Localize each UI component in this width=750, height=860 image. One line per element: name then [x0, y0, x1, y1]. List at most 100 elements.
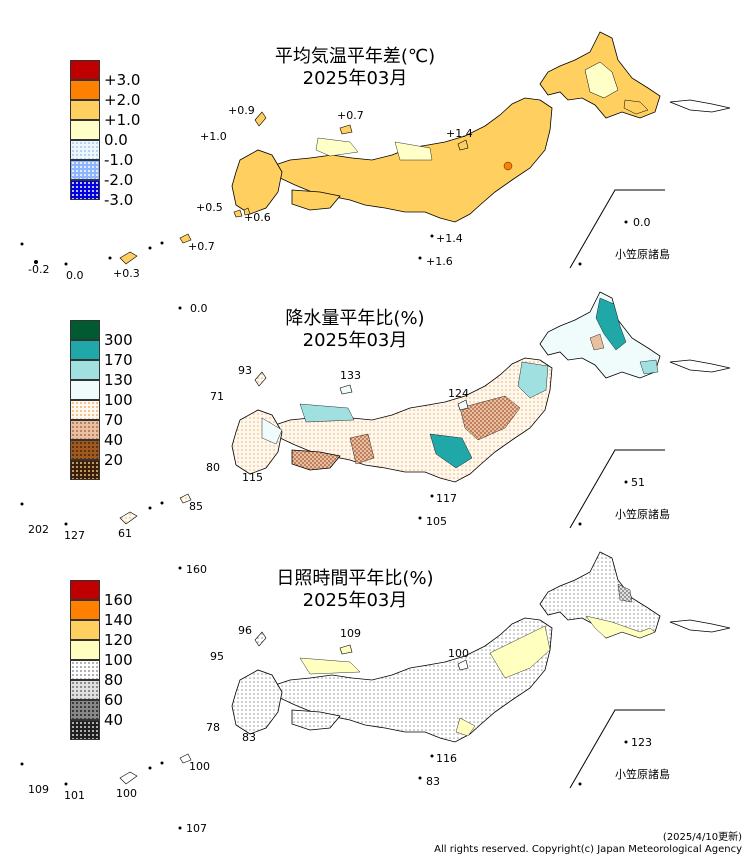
legend-label: 20	[104, 451, 124, 469]
value-okinawa: +0.3	[113, 267, 140, 280]
legend-label: 80	[104, 671, 124, 689]
value-choshi: 124	[448, 387, 469, 400]
title-line-2: 2025年03月	[302, 330, 408, 351]
legend-swatch	[70, 180, 100, 200]
legend-label: 140	[104, 611, 133, 629]
value-miyake: +1.6	[426, 255, 453, 268]
value-amami: 85	[189, 500, 203, 513]
legend-label: -1.0	[104, 151, 134, 169]
legend-swatch	[70, 440, 100, 460]
footer: (2025/4/10更新) All rights reserved. Copyr…	[434, 832, 742, 856]
value-choshi: 100	[448, 647, 469, 660]
legend-label: 160	[104, 591, 133, 609]
value-hachijo: 116	[436, 752, 457, 765]
legend-label: 300	[104, 331, 133, 349]
ogasawara-label: 小笠原諸島	[615, 768, 670, 781]
title-line-1: 平均気温平年差(℃)	[274, 46, 436, 67]
value-ishigaki: 0.0	[66, 269, 84, 282]
value-oki: +1.0	[200, 130, 227, 143]
legend-swatch	[70, 380, 100, 400]
legend-swatch	[70, 120, 100, 140]
ogasawara-label: 小笠原諸島	[615, 248, 670, 261]
value-chichijima: 51	[631, 476, 645, 489]
japan-map-precipitation	[20, 291, 731, 570]
sunshine-panel: 160 140 120 100 80 60 40 日照時間平年比(%) 2025…	[0, 528, 750, 834]
shikoku-region	[291, 709, 341, 731]
value-yonaguni: -0.2	[28, 263, 50, 276]
value-tsushima: 80	[206, 461, 220, 474]
legend-label: 170	[104, 351, 133, 369]
value-chichijima: 0.0	[633, 216, 651, 229]
value-okinawa: 100	[116, 787, 137, 800]
value-ishigaki: 127	[64, 529, 85, 542]
legend-label: -2.0	[104, 171, 134, 189]
temperature-title: 平均気温平年差(℃) 2025年03月	[245, 46, 465, 90]
legend-swatch	[70, 720, 100, 740]
value-tsushima: +0.5	[196, 201, 223, 214]
value-minamidaito: 0.0	[190, 302, 208, 315]
kyushu-region	[231, 669, 283, 735]
temperature-panel: +3.0 +2.0 +1.0 0.0 -1.0 -2.0 -3.0 平均気温平年…	[0, 0, 750, 314]
honshu-region	[274, 617, 553, 743]
value-daito: 107	[186, 822, 207, 835]
value-noto: 133	[340, 369, 361, 382]
value-choshi: +1.4	[446, 127, 473, 140]
ogasawara-label: 小笠原諸島	[615, 508, 670, 521]
legend-label: 70	[104, 411, 124, 429]
legend-label: 120	[104, 631, 133, 649]
value-amami: 100	[189, 760, 210, 773]
value-ishigaki: 101	[64, 789, 85, 802]
shikoku-region	[291, 449, 341, 471]
value-chichijima: 123	[631, 736, 652, 749]
value-goto: 83	[242, 731, 256, 744]
legend-swatch	[70, 80, 100, 100]
legend-swatch	[70, 700, 100, 720]
value-amami: +0.7	[188, 240, 215, 253]
legend-swatch	[70, 580, 100, 600]
kyushu-region	[231, 149, 283, 215]
value-yonaguni: 109	[28, 783, 49, 796]
legend-swatch	[70, 160, 100, 180]
sunshine-title: 日照時間平年比(%) 2025年03月	[245, 568, 465, 612]
legend-swatch	[70, 340, 100, 360]
value-yonaguni: 202	[28, 523, 49, 536]
value-hachijo: 117	[436, 492, 457, 505]
value-goto: 115	[242, 471, 263, 484]
legend-label: 100	[104, 391, 133, 409]
value-oki: 71	[210, 390, 224, 403]
value-goto: +0.6	[244, 211, 271, 224]
legend-swatch	[70, 680, 100, 700]
legend-label: 0.0	[104, 131, 128, 149]
title-line-2: 2025年03月	[302, 68, 408, 89]
value-sado: 96	[238, 624, 252, 637]
value-daito: 160	[186, 563, 207, 576]
japan-map-temperature	[20, 31, 731, 310]
legend-swatch	[70, 400, 100, 420]
value-sado: +0.9	[228, 104, 255, 117]
updated-date: (2025/4/10更新)	[662, 832, 742, 843]
japan-map-sunshine	[20, 551, 731, 830]
copyright: All rights reserved. Copyright(c) Japan …	[434, 844, 742, 855]
value-miyake: 83	[426, 775, 440, 788]
legend-label: 130	[104, 371, 133, 389]
legend-swatch	[70, 420, 100, 440]
legend-label: 100	[104, 651, 133, 669]
legend-swatch	[70, 100, 100, 120]
title-line-2: 2025年03月	[302, 590, 408, 611]
legend-label: -3.0	[104, 191, 134, 209]
shikoku-region	[291, 189, 341, 211]
honshu-region	[274, 357, 553, 483]
value-sado: 93	[238, 364, 252, 377]
value-hachijo: +1.4	[436, 232, 463, 245]
value-noto: 109	[340, 627, 361, 640]
legend-label: +1.0	[104, 111, 141, 129]
legend-swatch	[70, 60, 100, 80]
title-line-1: 日照時間平年比(%)	[276, 568, 434, 589]
legend-swatch	[70, 140, 100, 160]
legend-swatch	[70, 660, 100, 680]
title-line-1: 降水量平年比(%)	[285, 308, 425, 329]
legend-label: 60	[104, 691, 124, 709]
value-noto: +0.7	[337, 109, 364, 122]
legend-swatch	[70, 600, 100, 620]
legend-swatch	[70, 360, 100, 380]
